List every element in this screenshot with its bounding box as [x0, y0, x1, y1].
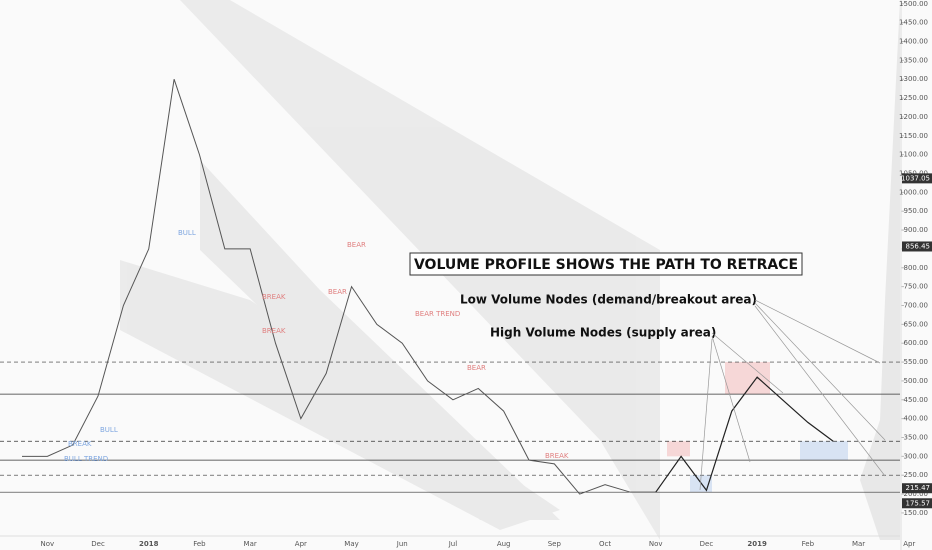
x-tick-label: Apr: [295, 540, 307, 548]
y-tick-label: 200.00: [904, 490, 929, 498]
x-tick-label: Apr: [903, 540, 915, 548]
y-tick-label: 500.00: [904, 377, 929, 385]
y-tick-label: 550.00: [904, 358, 929, 366]
zone: [667, 441, 690, 457]
tag: BREAK: [545, 452, 569, 460]
price-line: [22, 79, 656, 495]
tag: BULL: [178, 229, 196, 237]
title-box: [409, 252, 803, 276]
y-tick-label: 950.00: [904, 207, 929, 215]
zone: [800, 441, 848, 461]
y-tick-label: 800.00: [904, 264, 929, 272]
tag: BREAK: [262, 293, 286, 301]
y-tick-label: 1450.00: [899, 19, 928, 27]
y-tick-label: 1100.00: [899, 151, 928, 159]
tag: BREAK: [68, 440, 92, 448]
x-tick-label: Dec: [91, 540, 105, 548]
y-tick-label: 1150.00: [899, 132, 928, 140]
y-tick-label: 1300.00: [899, 75, 928, 83]
zone: [725, 362, 770, 395]
x-tick-label: 2019: [747, 540, 767, 548]
tag: BULL TREND: [64, 455, 108, 463]
tag: BEAR: [347, 241, 366, 249]
tag: BEAR: [467, 364, 486, 372]
y-tick-label: 1200.00: [899, 113, 928, 121]
y-tick-label: 650.00: [904, 320, 929, 328]
price-line: [655, 376, 834, 493]
tag: BEAR: [328, 288, 347, 296]
arrows: [699, 299, 886, 491]
tag: BULL: [100, 426, 118, 434]
plot: [0, 3, 904, 514]
y-tick-label: 300.00: [904, 452, 929, 460]
y-tick-label: 150.00: [904, 509, 929, 517]
x-tick-label: Mar: [244, 540, 257, 548]
y-tick-label: 400.00: [904, 415, 929, 423]
x-tick-label: Mar: [852, 540, 865, 548]
chart-title: VOLUME PROFILE SHOWS THE PATH TO RETRACE: [414, 257, 798, 273]
y-tick-label: 1350.00: [899, 56, 928, 64]
y-tick-label: 1400.00: [899, 37, 928, 45]
y-tick-label: 600.00: [904, 339, 929, 347]
price-label-box: [902, 498, 932, 509]
price-label-box: [902, 241, 932, 252]
tag: BREAK: [262, 327, 286, 335]
y-tick-label: 700.00: [904, 301, 929, 309]
x-tick-label: Feb: [193, 540, 206, 548]
volume-profile: [860, 0, 900, 540]
tag: BEAR TREND: [415, 310, 460, 318]
y-tick-label: 900.00: [904, 226, 929, 234]
x-tick-label: Dec: [700, 540, 714, 548]
x-tick-label: 2018: [139, 540, 159, 548]
annotation: High Volume Nodes (supply area): [490, 326, 716, 340]
x-tick-label: Jul: [448, 540, 458, 548]
y-tick-label: 450.00: [904, 396, 929, 404]
y-tick-label: 1000.00: [899, 188, 928, 196]
x-tick-label: Aug: [497, 540, 511, 548]
x-tick-label: Feb: [802, 540, 815, 548]
x-tick-label: Oct: [599, 540, 611, 548]
y-tick-label: 350.00: [904, 433, 929, 441]
y-tick-label: 1250.00: [899, 94, 928, 102]
x-tick-label: Sep: [548, 540, 562, 548]
price-label: 856.45: [906, 242, 931, 250]
price-label: 1037.05: [901, 174, 930, 182]
price-label: 175.57: [906, 499, 931, 507]
y-tick-label: 1500.00: [899, 0, 928, 8]
x-tick-label: Nov: [41, 540, 55, 548]
x-tick-label: May: [344, 540, 358, 548]
x-tick-label: Nov: [649, 540, 663, 548]
price-label-box: [902, 483, 932, 494]
price-label-box: [902, 173, 932, 184]
y-tick-label: 250.00: [904, 471, 929, 479]
price-label: 215.47: [906, 484, 931, 492]
annotation: Low Volume Nodes (demand/breakout area): [460, 293, 757, 307]
x-tick-label: Jun: [396, 540, 408, 548]
y-tick-label: 750.00: [904, 283, 929, 291]
